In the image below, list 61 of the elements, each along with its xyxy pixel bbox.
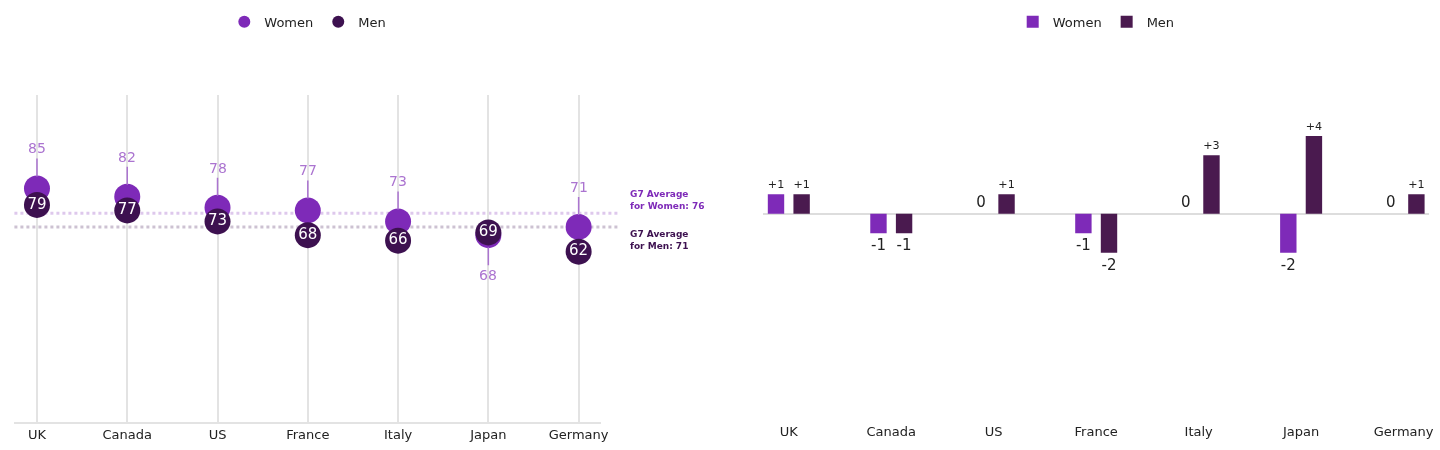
data-label: 0 bbox=[1181, 192, 1191, 211]
data-label: 62 bbox=[569, 241, 589, 260]
bar bbox=[793, 194, 810, 214]
legend-label: Women bbox=[264, 14, 314, 30]
data-label: 69 bbox=[478, 222, 498, 241]
x-tick-label: Italy bbox=[1184, 424, 1214, 439]
data-label: 78 bbox=[209, 160, 227, 176]
bar bbox=[895, 213, 913, 234]
x-tick-label: Germany bbox=[1373, 424, 1434, 439]
legend-label: Men bbox=[358, 14, 386, 30]
legend-label: Women bbox=[1052, 14, 1102, 30]
data-label: 68 bbox=[298, 224, 318, 243]
x-tick-label: Germany bbox=[548, 427, 609, 443]
x-tick-label: US bbox=[984, 424, 1003, 439]
x-tick-label: Italy bbox=[383, 427, 413, 443]
x-tick-label: France bbox=[286, 427, 330, 443]
data-label: -1 bbox=[896, 236, 912, 255]
data-label: -1 bbox=[870, 236, 886, 255]
x-tick-label: UK bbox=[779, 424, 799, 439]
x-tick-label: Japan bbox=[469, 427, 507, 443]
x-tick-label: Canada bbox=[866, 424, 917, 439]
data-label: +1 bbox=[998, 178, 1015, 192]
data-label: 73 bbox=[389, 173, 407, 189]
data-label: 77 bbox=[117, 200, 137, 219]
data-label: 0 bbox=[1386, 192, 1396, 211]
bar bbox=[1100, 213, 1118, 253]
bar bbox=[1408, 194, 1425, 214]
data-label: 0 bbox=[976, 192, 986, 211]
ref-line-label: G7 Average for Men: 71 bbox=[630, 229, 689, 251]
point bbox=[294, 197, 321, 224]
bar bbox=[1203, 155, 1220, 214]
data-label: -1 bbox=[1075, 236, 1091, 255]
data-label: 66 bbox=[388, 230, 408, 249]
x-tick-label: US bbox=[208, 427, 227, 443]
x-tick-label: Canada bbox=[102, 427, 152, 443]
point bbox=[565, 213, 592, 240]
data-label: -2 bbox=[1101, 255, 1117, 274]
ref-line-label: G7 Average for Women: 76 bbox=[630, 189, 705, 211]
data-label: 71 bbox=[570, 179, 588, 195]
bar bbox=[1280, 213, 1297, 253]
legend-label: Men bbox=[1146, 14, 1175, 30]
x-tick-label: France bbox=[1074, 424, 1118, 439]
data-label: 68 bbox=[479, 267, 497, 283]
x-tick-label: Japan bbox=[1281, 424, 1320, 439]
data-label: +1 bbox=[793, 178, 810, 192]
bar bbox=[1305, 135, 1323, 214]
bar bbox=[767, 194, 785, 214]
data-label: 77 bbox=[299, 162, 317, 178]
bar bbox=[1075, 213, 1092, 234]
bar bbox=[870, 213, 887, 234]
data-label: 85 bbox=[28, 140, 46, 156]
data-label: +3 bbox=[1203, 139, 1220, 153]
data-label: +4 bbox=[1305, 119, 1323, 133]
x-tick-label: UK bbox=[27, 427, 47, 443]
data-label: 82 bbox=[118, 149, 136, 165]
data-label: 79 bbox=[27, 194, 47, 213]
bar bbox=[998, 194, 1015, 214]
data-label: +1 bbox=[1408, 178, 1425, 192]
data-label: +1 bbox=[767, 178, 785, 192]
data-label: -2 bbox=[1280, 255, 1296, 274]
data-label: 73 bbox=[207, 211, 228, 230]
